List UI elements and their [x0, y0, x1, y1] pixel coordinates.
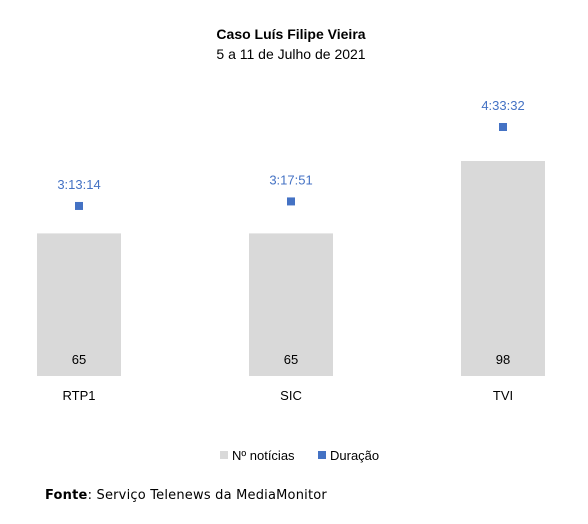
- legend-label-bars: Nº notícias: [232, 448, 295, 463]
- bar-value-label: 65: [284, 352, 298, 367]
- legend-swatch-duration: [318, 451, 326, 459]
- source-note: Fonte: Serviço Telenews da MediaMonitor: [45, 488, 327, 503]
- bar-sic: [249, 233, 333, 376]
- chart-title: Caso Luís Filipe Vieira: [216, 26, 365, 42]
- bar-rtp1: [37, 233, 121, 376]
- legend-swatch-bars: [220, 451, 228, 459]
- x-tick-label: TVI: [493, 388, 513, 403]
- duration-marker: [75, 201, 83, 210]
- x-tick-label: RTP1: [63, 388, 96, 403]
- bar-tvi: [461, 161, 545, 376]
- x-tick-label: SIC: [280, 388, 302, 403]
- legend: Nº notícias Duração: [220, 448, 379, 463]
- duration-marker: [499, 123, 507, 131]
- bar-value-label: 98: [496, 352, 510, 367]
- duration-label: 3:13:14: [57, 177, 100, 192]
- source-label: Fonte: [45, 488, 88, 503]
- bar-value-label: 65: [72, 352, 86, 367]
- source-text: : Serviço Telenews da MediaMonitor: [87, 488, 327, 503]
- chart-subtitle: 5 a 11 de Julho de 2021: [216, 46, 365, 62]
- plot-area: 65 3:13:14 RTP1 65 3:17:51 SIC 98 4:33:32 TVI: [37, 98, 545, 403]
- duration-marker: [287, 197, 295, 206]
- duration-label: 3:17:51: [269, 172, 312, 187]
- duration-label: 4:33:32: [481, 98, 524, 113]
- legend-label-duration: Duração: [330, 448, 379, 463]
